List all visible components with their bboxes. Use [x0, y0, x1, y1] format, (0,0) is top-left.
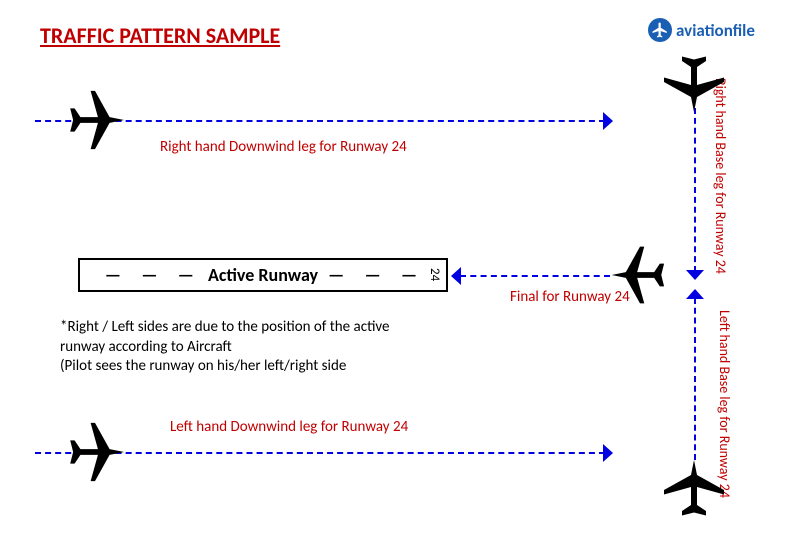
plane-final: [606, 241, 674, 309]
plane-left-base: [658, 454, 730, 526]
airplane-icon: [648, 18, 672, 42]
final-arrow-line: [460, 275, 610, 277]
plane-right-downwind: [60, 85, 130, 155]
active-runway: — — — Active Runway — — — 24: [78, 258, 448, 292]
note-line-3: (Pilot sees the runway on his/her left/r…: [60, 357, 390, 377]
runway-dashes-right: — — —: [328, 264, 421, 286]
note-line-1: *Right / Left sides are due to the posit…: [60, 318, 390, 338]
right-base-arrow-line: [694, 108, 696, 272]
label-left-downwind: Left hand Downwind leg for Runway 24: [170, 418, 408, 436]
runway-number: 24: [427, 268, 442, 281]
left-base-arrow-line: [694, 298, 696, 460]
explanation-note: *Right / Left sides are due to the posit…: [60, 318, 390, 377]
plane-right-base: [658, 46, 730, 118]
left-downwind-arrow-arrowhead: [603, 444, 613, 462]
left-base-arrow-arrowhead: [686, 289, 704, 299]
final-arrow-arrowhead: [451, 267, 461, 285]
right-downwind-arrow-arrowhead: [603, 112, 613, 130]
logo: aviationfile: [648, 18, 755, 42]
logo-text: aviationfile: [676, 20, 755, 41]
note-line-2: runway according to Aircraft: [60, 338, 390, 358]
runway-dashes-left: — — —: [105, 264, 198, 286]
plane-left-downwind: [60, 417, 130, 487]
label-right-downwind: Right hand Downwind leg for Runway 24: [160, 138, 407, 156]
right-base-arrow-arrowhead: [686, 270, 704, 280]
runway-label: Active Runway: [208, 264, 318, 286]
page-title: TRAFFIC PATTERN SAMPLE: [40, 22, 280, 49]
